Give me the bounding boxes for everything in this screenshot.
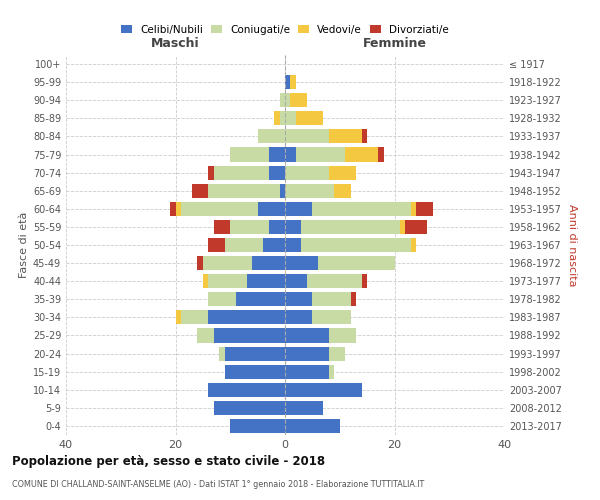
Bar [236, 292, 285, 306]
Bar [334, 184, 351, 198]
Bar [285, 419, 340, 433]
Bar [197, 256, 203, 270]
Bar [285, 184, 334, 198]
Bar [269, 220, 285, 234]
Bar [208, 184, 280, 198]
Bar [285, 292, 313, 306]
Bar [285, 346, 329, 360]
Text: Popolazione per età, sesso e stato civile - 2018: Popolazione per età, sesso e stato civil… [12, 455, 325, 468]
Bar [285, 274, 307, 288]
Bar [378, 148, 383, 162]
Bar [225, 238, 263, 252]
Bar [170, 202, 175, 216]
Bar [329, 328, 356, 342]
Bar [208, 166, 214, 179]
Bar [313, 292, 350, 306]
Bar [280, 184, 285, 198]
Bar [329, 130, 362, 143]
Bar [329, 166, 356, 179]
Bar [230, 419, 285, 433]
Bar [285, 401, 323, 415]
Bar [214, 401, 285, 415]
Bar [411, 202, 416, 216]
Bar [285, 112, 296, 126]
Bar [208, 310, 285, 324]
Bar [214, 166, 269, 179]
Bar [175, 310, 181, 324]
Bar [296, 148, 345, 162]
Bar [230, 148, 269, 162]
Bar [285, 148, 296, 162]
Bar [257, 130, 285, 143]
Bar [307, 274, 362, 288]
Bar [411, 238, 416, 252]
Bar [247, 274, 285, 288]
Bar [362, 130, 367, 143]
Bar [203, 256, 252, 270]
Text: Femmine: Femmine [362, 36, 427, 50]
Bar [175, 202, 181, 216]
Bar [301, 238, 411, 252]
Bar [263, 238, 285, 252]
Bar [285, 238, 301, 252]
Bar [400, 220, 406, 234]
Bar [313, 202, 411, 216]
Bar [208, 382, 285, 397]
Bar [351, 292, 356, 306]
Bar [416, 202, 433, 216]
Bar [285, 93, 290, 108]
Bar [285, 382, 362, 397]
Bar [285, 130, 329, 143]
Text: COMUNE DI CHALLAND-SAINT-ANSELME (AO) - Dati ISTAT 1° gennaio 2018 - Elaborazion: COMUNE DI CHALLAND-SAINT-ANSELME (AO) - … [12, 480, 424, 489]
Bar [285, 328, 329, 342]
Bar [290, 75, 296, 89]
Legend: Celibi/Nubili, Coniugati/e, Vedovi/e, Divorziati/e: Celibi/Nubili, Coniugati/e, Vedovi/e, Di… [121, 24, 449, 34]
Bar [280, 93, 285, 108]
Text: Maschi: Maschi [151, 36, 200, 50]
Bar [280, 112, 285, 126]
Y-axis label: Anni di nascita: Anni di nascita [567, 204, 577, 286]
Bar [406, 220, 427, 234]
Bar [274, 112, 280, 126]
Bar [257, 202, 285, 216]
Bar [197, 328, 214, 342]
Bar [214, 328, 285, 342]
Bar [318, 256, 395, 270]
Bar [252, 256, 285, 270]
Bar [285, 364, 329, 378]
Bar [285, 220, 301, 234]
Bar [225, 364, 285, 378]
Bar [225, 346, 285, 360]
Bar [192, 184, 208, 198]
Bar [269, 148, 285, 162]
Bar [362, 274, 367, 288]
Bar [269, 166, 285, 179]
Bar [301, 220, 400, 234]
Bar [345, 148, 378, 162]
Bar [285, 166, 329, 179]
Bar [208, 292, 236, 306]
Bar [220, 346, 225, 360]
Bar [181, 202, 257, 216]
Bar [313, 310, 350, 324]
Bar [208, 238, 225, 252]
Bar [329, 346, 345, 360]
Bar [285, 202, 313, 216]
Bar [181, 310, 208, 324]
Bar [285, 75, 290, 89]
Bar [285, 310, 313, 324]
Bar [290, 93, 307, 108]
Bar [296, 112, 323, 126]
Bar [329, 364, 334, 378]
Bar [285, 256, 318, 270]
Y-axis label: Fasce di età: Fasce di età [19, 212, 29, 278]
Bar [214, 220, 230, 234]
Bar [208, 274, 247, 288]
Bar [203, 274, 208, 288]
Bar [230, 220, 269, 234]
